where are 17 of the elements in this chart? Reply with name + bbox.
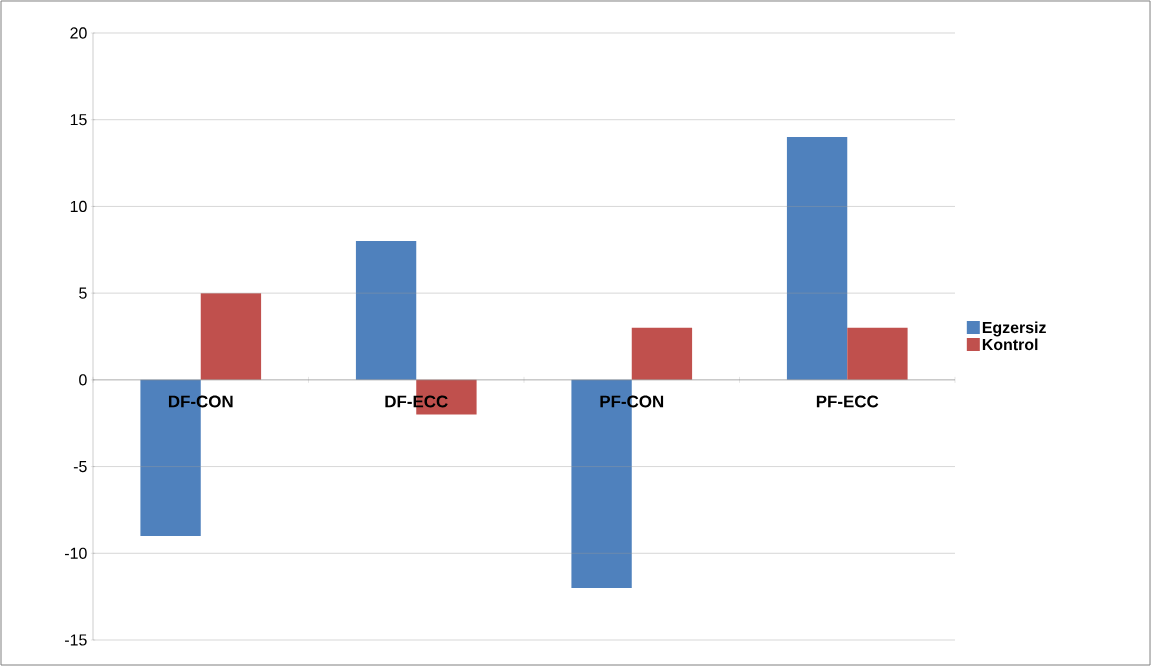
bar — [355, 241, 417, 380]
y-tick-label: 15 — [70, 114, 87, 126]
y-tick-label: 0 — [79, 374, 87, 386]
x-tick-label: PF-ECC — [816, 395, 879, 408]
legend-label: Egzersiz — [982, 321, 1046, 337]
bar — [200, 293, 262, 380]
y-tick-label: -5 — [73, 461, 87, 473]
y-tick-label: 5 — [79, 287, 87, 299]
bar — [847, 327, 908, 380]
y-tick-label: 20 — [70, 27, 87, 39]
bar — [631, 327, 693, 380]
y-tick-label: -10 — [65, 547, 87, 559]
bar — [786, 137, 848, 380]
x-tick-label: DF-CON — [168, 395, 233, 408]
y-tick-label: 10 — [70, 200, 87, 213]
y-tick-label: -15 — [65, 634, 87, 646]
legend-label: Kontrol — [982, 338, 1038, 351]
